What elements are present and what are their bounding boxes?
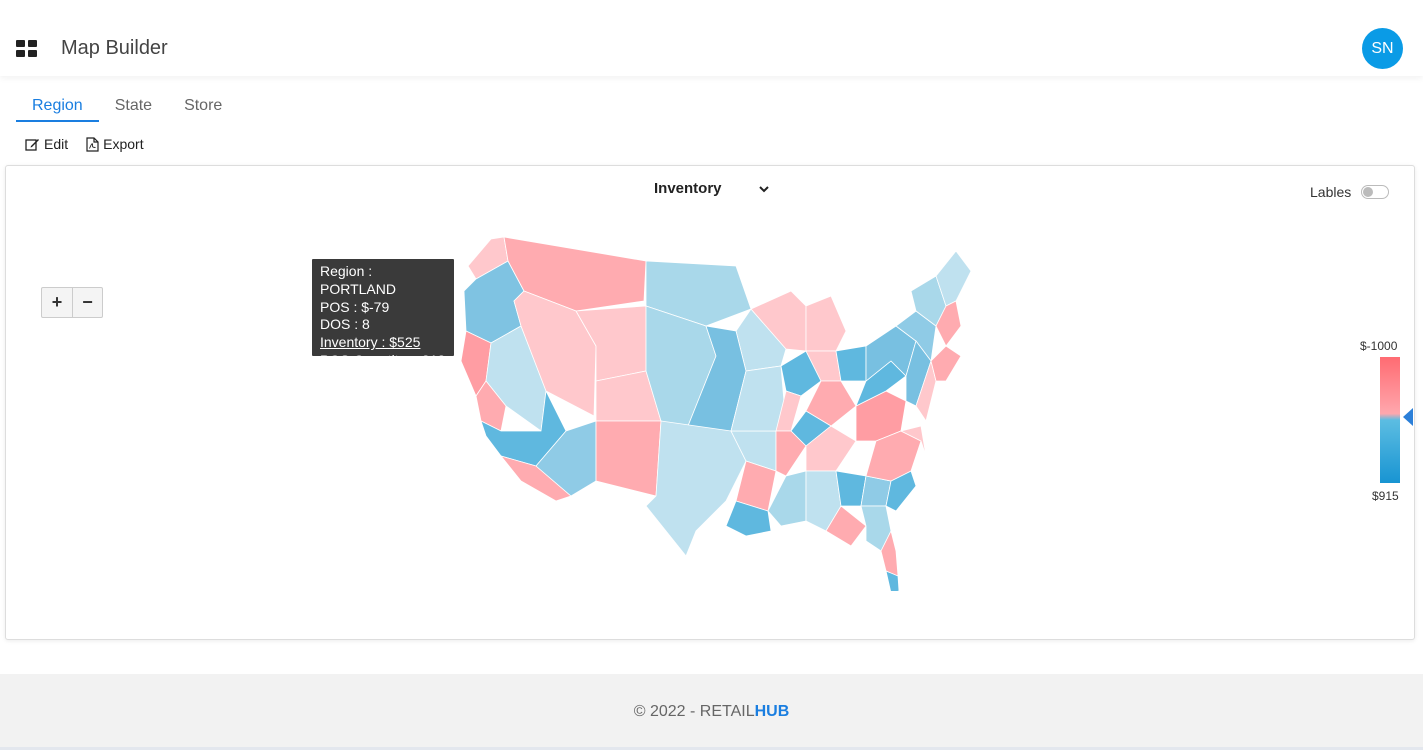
grid-menu-icon[interactable] [16, 40, 37, 57]
footer-brand: HUB [754, 703, 790, 720]
tooltip-region: Region : PORTLAND [320, 263, 396, 297]
app-header: Map Builder SN [0, 0, 1423, 76]
map-region [899, 425, 927, 457]
zoom-in-button[interactable]: + [51, 292, 63, 312]
tooltip-pos-quantity: POS Quantity : -318 [320, 351, 446, 368]
map-region [775, 430, 807, 477]
map-region [935, 300, 962, 347]
footer-copyright: © 2022 - RETAILHUB [0, 703, 1423, 721]
tooltip-inventory: Inventory : $525 [320, 334, 421, 351]
map-region [645, 420, 747, 557]
map-region [475, 380, 507, 432]
chevron-down-icon [759, 186, 769, 193]
edit-label: Edit [44, 136, 69, 152]
map-region [885, 570, 900, 591]
region-tooltip: Region : PORTLAND POS : $-79 DOS : 8 Inv… [312, 259, 454, 368]
tab-state[interactable]: State [114, 97, 153, 114]
footer-prefix: © 2022 - RETAIL [633, 703, 755, 720]
zoom-control: + − [41, 287, 103, 318]
map-region [595, 420, 662, 497]
map-region [935, 250, 972, 307]
map-region [645, 260, 752, 327]
zoom-out-button[interactable]: − [72, 288, 102, 317]
map-region [535, 420, 597, 497]
map-region [885, 470, 917, 512]
edit-button[interactable]: Edit [25, 136, 68, 152]
view-tabs: Region State Store [16, 94, 238, 122]
user-avatar[interactable]: SN [1362, 28, 1403, 69]
legend-color-scale [1380, 357, 1400, 483]
map-region [499, 455, 572, 502]
legend-min-label: $915 [1372, 489, 1399, 503]
legend-pointer-icon [1403, 408, 1413, 426]
tooltip-dos: DOS : 8 [320, 316, 370, 333]
map-region [725, 500, 772, 537]
map-panel: Inventory Lables + − [5, 165, 1415, 640]
metric-selected-value: Inventory [654, 180, 722, 197]
legend-max-label: $-1000 [1360, 339, 1398, 353]
map-region [895, 310, 937, 363]
metric-dropdown[interactable]: Inventory [654, 180, 774, 202]
labels-switch[interactable] [1361, 185, 1390, 199]
edit-icon [25, 139, 39, 151]
map-region [780, 350, 822, 397]
export-button[interactable]: Export [86, 136, 144, 152]
app-title: Map Builder [61, 37, 168, 59]
toolbar: Edit Export [25, 136, 144, 152]
map-region [805, 295, 847, 352]
tab-store[interactable]: Store [184, 97, 223, 114]
map-region [767, 470, 807, 527]
export-label: Export [103, 136, 144, 152]
map-region [880, 529, 899, 577]
tooltip-pos: POS : $-79 [320, 298, 390, 315]
tab-region[interactable]: Region [16, 94, 99, 122]
labels-toggle-label: Lables [1310, 184, 1352, 200]
us-region-map[interactable] [446, 231, 976, 591]
pdf-file-icon [86, 136, 99, 152]
map-region [835, 345, 867, 382]
map-region [805, 380, 857, 427]
labels-toggle: Lables [1310, 184, 1390, 200]
map-region [930, 345, 962, 382]
footer: © 2022 - RETAILHUB [0, 674, 1423, 750]
map-region [805, 425, 857, 472]
